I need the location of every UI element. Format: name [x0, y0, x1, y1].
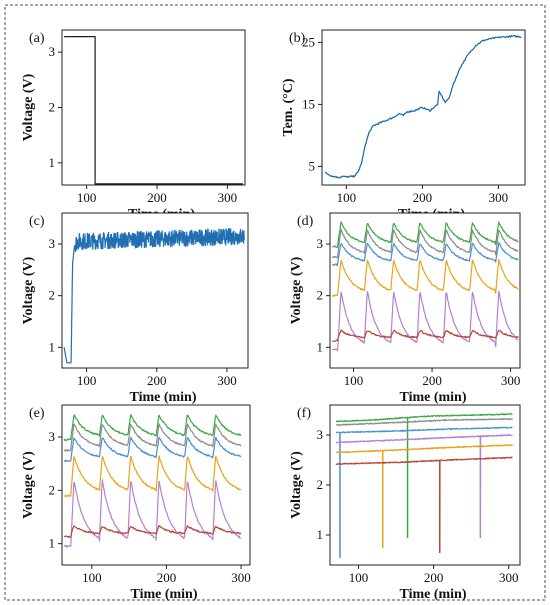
series-line-e-orange: [64, 455, 242, 497]
panel-label-b: (b): [289, 31, 306, 46]
y-tick-label-d: 3: [317, 236, 324, 251]
panel-label-f: (f): [297, 406, 311, 421]
panel-b: (b)10020030051525Time (min)Tem. (°C): [281, 29, 526, 222]
series-line-d-light_blue: [331, 241, 519, 266]
series-line-e-light_blue: [63, 436, 242, 463]
x-axis-label-c: Time (min): [129, 390, 196, 405]
x-axis-label-d: Time (min): [399, 390, 466, 405]
y-tick-label-f: 1: [317, 527, 324, 542]
figure-frame: [4, 4, 546, 601]
x-tick-label-a: 200: [147, 190, 167, 205]
y-tick-label-e: 2: [49, 482, 56, 497]
y-tick-label-d: 1: [317, 339, 324, 354]
y-axis-label-c: Voltage (V): [21, 256, 36, 324]
series-line-f-gray: [335, 418, 513, 426]
x-tick-label-b: 200: [413, 190, 433, 205]
y-tick-label-c: 2: [49, 288, 56, 303]
y-tick-label-b: 5: [309, 158, 316, 173]
x-tick-label-f: 100: [349, 570, 369, 585]
series-line-e-purple: [63, 479, 242, 548]
y-tick-label-c: 1: [49, 339, 56, 354]
series-line-f-green: [335, 413, 513, 539]
y-tick-label-c: 3: [49, 236, 56, 251]
y-tick-label-a: 2: [49, 100, 56, 115]
series-line-f-purple: [335, 434, 513, 539]
y-tick-label-e: 3: [49, 429, 56, 444]
x-tick-label-b: 100: [337, 190, 357, 205]
series-line-a-black: [64, 36, 243, 185]
x-axis-label-f: Time (min): [399, 587, 466, 602]
series-line-e-green: [63, 414, 242, 441]
x-tick-label-b: 300: [489, 190, 509, 205]
series-line-f-light_blue: [335, 426, 513, 559]
y-axis-label-f: Voltage (V): [289, 451, 304, 519]
y-tick-label-b: 25: [302, 34, 315, 49]
series-line-d-green: [332, 221, 519, 248]
y-tick-label-b: 15: [302, 96, 315, 111]
y-tick-label-f: 2: [317, 477, 324, 492]
panel-label-a: (a): [29, 31, 45, 46]
panel-c: (c) 100 200 300 1 2 3 Time (min) Voltage (V): [21, 212, 249, 405]
y-axis-label-d: Voltage (V): [289, 256, 304, 324]
series-line-d-orange: [331, 259, 519, 297]
series-line-e-gray: [63, 423, 242, 452]
series-line-c-blue: [63, 228, 245, 364]
panel-f: (f) 100 200 300 1 2 3 Time (min) Voltage (V): [289, 404, 521, 602]
y-tick-label-d: 2: [317, 288, 324, 303]
plot-area-b: [321, 29, 526, 186]
x-tick-label-c: 300: [217, 373, 237, 388]
y-tick-label-e: 1: [49, 536, 56, 551]
x-tick-label-e: 200: [157, 570, 177, 585]
x-tick-label-a: 300: [218, 190, 238, 205]
series-line-f-orange: [335, 444, 514, 549]
x-axis-label-e: Time (min): [130, 587, 197, 602]
x-tick-label-c: 200: [147, 373, 167, 388]
series-line-d-red: [332, 329, 519, 342]
x-tick-label-a: 100: [77, 190, 97, 205]
series-line-e-red: [63, 525, 242, 538]
series-line-d-gray: [331, 228, 519, 259]
x-tick-label-c: 100: [77, 373, 97, 388]
y-tick-label-a: 3: [49, 44, 56, 59]
panel-label-d: (d): [297, 214, 314, 229]
x-tick-label-e: 300: [231, 570, 251, 585]
y-tick-label-a: 1: [49, 155, 56, 170]
x-tick-label-d: 100: [344, 373, 364, 388]
panel-e: (e) 100 200 300 1 2 3 Time (min) Voltage (V): [21, 404, 251, 602]
y-axis-label-b: Tem. (°C): [281, 78, 296, 136]
plot-area-f: [329, 404, 521, 566]
y-tick-label-f: 3: [317, 427, 324, 442]
x-tick-label-d: 200: [422, 373, 442, 388]
x-tick-label-f: 200: [424, 570, 444, 585]
y-axis-label-e: Voltage (V): [21, 451, 36, 519]
series-line-f-red: [335, 456, 513, 554]
y-axis-label-a: Voltage (V): [21, 73, 36, 141]
x-tick-label-e: 100: [82, 570, 102, 585]
plot-area-d: [329, 212, 521, 369]
panel-label-e: (e): [29, 406, 45, 421]
plot-area-a: [61, 29, 246, 186]
panel-label-c: (c): [29, 214, 45, 229]
series-line-d-purple: [331, 290, 519, 352]
x-tick-label-f: 300: [499, 570, 519, 585]
series-line-b-dark_blue: [325, 35, 522, 179]
x-tick-label-d: 300: [501, 373, 521, 388]
panel-d: (d) 100 200 300 1 2 3 Time (min) Voltage (V): [289, 212, 521, 405]
